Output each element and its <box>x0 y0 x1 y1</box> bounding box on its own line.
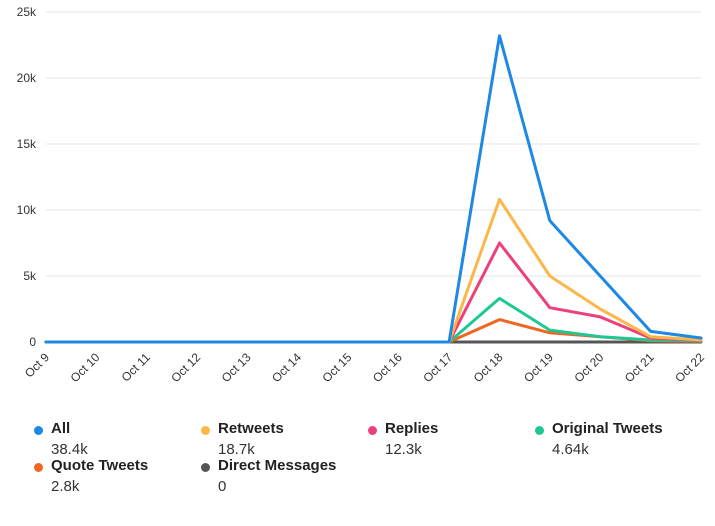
series-line-replies[interactable] <box>44 241 703 344</box>
legend: All 38.4k Retweets 18.7k Replies 12.3k Origina… <box>0 418 715 526</box>
legend-marker-icon <box>34 463 43 472</box>
legend-total: 12.3k <box>385 441 422 458</box>
x-axis: Oct 9 Oct 10 Oct 11 Oct 12 Oct 13 Oct 14 Oct 1… <box>22 350 707 385</box>
legend-marker-icon <box>368 426 377 435</box>
legend-label: Replies <box>385 420 439 437</box>
legend-total: 18.7k <box>218 441 255 458</box>
legend-marker-icon <box>535 426 544 435</box>
legend-marker-icon <box>201 463 210 472</box>
legend-total: 2.8k <box>51 478 80 495</box>
x-tick-label: Oct 16 <box>370 350 405 385</box>
x-tick-label: Oct 9 <box>22 350 52 380</box>
legend-label: All <box>51 420 71 437</box>
x-tick-label: Oct 20 <box>571 350 606 385</box>
series-line-all[interactable] <box>44 34 703 344</box>
x-tick-label: Oct 19 <box>521 350 556 385</box>
y-axis: 0 5k 10k 15k 20k 25k <box>17 5 37 349</box>
series-lines <box>44 34 703 344</box>
legend-label: Original Tweets <box>552 420 663 437</box>
y-tick-label: 20k <box>17 71 37 85</box>
x-tick-label: Oct 15 <box>320 350 355 385</box>
legend-label: Retweets <box>218 420 284 437</box>
x-tick-label: Oct 11 <box>119 350 153 384</box>
y-tick-label: 10k <box>17 203 37 217</box>
x-tick-label: Oct 10 <box>68 350 103 385</box>
x-tick-label: Oct 14 <box>269 350 304 385</box>
x-tick-label: Oct 13 <box>219 350 254 385</box>
x-tick-label: Oct 21 <box>622 350 657 385</box>
x-tick-label: Oct 22 <box>672 350 707 385</box>
y-tick-label: 25k <box>17 5 37 19</box>
legend-total: 4.64k <box>552 441 589 458</box>
grid-lines <box>46 11 701 343</box>
y-tick-label: 5k <box>23 269 37 283</box>
series-line-original-tweets[interactable] <box>44 296 703 344</box>
x-tick-label: Oct 12 <box>168 350 203 385</box>
series-line-retweets[interactable] <box>44 197 703 344</box>
legend-label: Quote Tweets <box>51 457 149 474</box>
legend-marker-icon <box>201 426 210 435</box>
series-line-quote-tweets[interactable] <box>44 318 703 344</box>
legend-label: Direct Messages <box>218 457 337 474</box>
legend-total: 0 <box>218 478 227 495</box>
x-tick-label: Oct 17 <box>420 350 455 385</box>
y-tick-label: 0 <box>29 335 36 349</box>
x-tick-label: Oct 18 <box>471 350 506 385</box>
legend-marker-icon <box>34 426 43 435</box>
y-tick-label: 15k <box>17 137 37 151</box>
legend-total: 38.4k <box>51 441 88 458</box>
